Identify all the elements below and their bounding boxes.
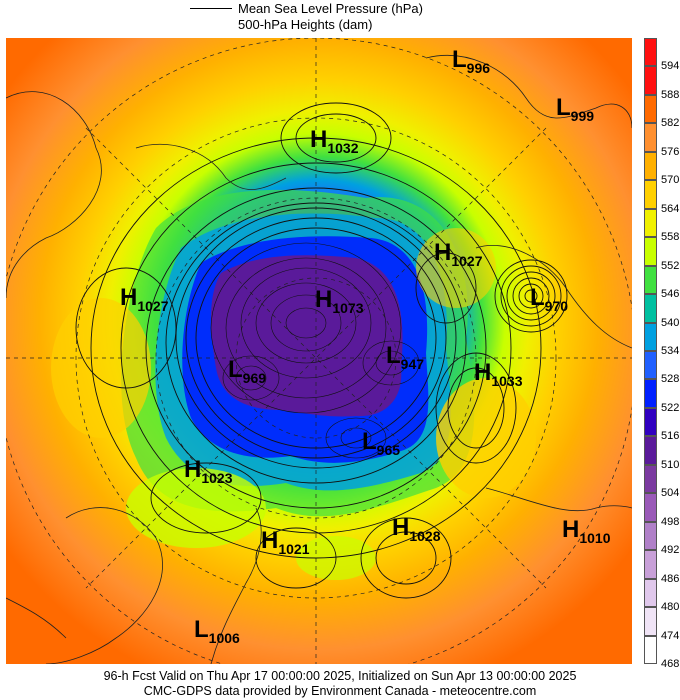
height-patch	[51, 298, 151, 438]
colorbar-swatch	[644, 550, 657, 579]
pressure-center-high: H1027	[120, 284, 169, 315]
pressure-center-high: H1021	[261, 527, 310, 558]
pressure-center-low: L1006	[194, 616, 240, 647]
colorbar-swatch	[644, 464, 657, 494]
legend-heights-label: 500-hPa Heights (dam)	[238, 16, 373, 32]
colorbar-swatch	[644, 38, 657, 67]
colorbar-swatch	[644, 635, 657, 664]
colorbar-swatch	[644, 351, 657, 380]
colorbar-swatch	[644, 151, 657, 181]
colorbar-swatch	[644, 180, 657, 209]
colorbar-tick-label: 582	[661, 117, 680, 130]
colorbar-tick-label: 594	[661, 60, 680, 73]
pressure-center-high: H1027	[434, 239, 483, 270]
colorbar-tick-label: 534	[661, 345, 680, 357]
colorbar-swatch	[644, 407, 657, 437]
colorbar-tick-label: 564	[661, 202, 680, 215]
height-patch	[126, 468, 266, 548]
colorbar-tick-label: 540	[661, 316, 680, 329]
weather-map: L996 L999 H1032 H1027 L970 H1027 H1073 L…	[6, 38, 632, 664]
colorbar-swatch	[644, 208, 657, 238]
legend-row-mslp: Mean Sea Level Pressure (hPa)	[190, 0, 423, 16]
central-contours	[210, 242, 420, 459]
colorbar-tick-label: 516	[661, 430, 680, 443]
pressure-center-high: H1010	[562, 516, 611, 547]
colorbar-tick-label: 588	[661, 88, 680, 101]
legend-row-heights: 500-hPa Heights (dam)	[238, 16, 373, 32]
pressure-center-high: H1032	[310, 126, 359, 157]
colorbar-swatch	[644, 294, 657, 323]
pressure-center-high: H1073	[315, 286, 364, 317]
colorbar-tick-label: 552	[661, 259, 680, 272]
colorbar-tick-label: 510	[661, 458, 680, 471]
pressure-center-low: L969	[228, 356, 267, 387]
colorbar-tick-label: 480	[661, 601, 680, 614]
colorbar-swatch	[644, 123, 657, 152]
colorbar-tick-label: 546	[661, 288, 680, 301]
colorbar-swatch	[644, 607, 657, 636]
colorbar-swatch	[644, 94, 657, 124]
legend-mslp-label: Mean Sea Level Pressure (hPa)	[238, 0, 423, 16]
colorbar-swatch	[644, 265, 657, 295]
map-legend: Mean Sea Level Pressure (hPa) 500-hPa He…	[190, 0, 490, 34]
pressure-center-high: H1028	[392, 514, 441, 545]
colorbar-tick-label: 504	[661, 487, 680, 500]
colorbar-swatch	[644, 66, 657, 95]
low-970-contours	[494, 259, 568, 333]
colorbar-tick-label: 486	[661, 572, 680, 585]
map-footer: 96-h Fcst Valid on Thu Apr 17 00:00:00 2…	[0, 669, 680, 699]
colorbar-swatch	[644, 379, 657, 408]
colorbar-swatch	[644, 436, 657, 465]
pressure-center-low: L999	[556, 94, 595, 125]
colorbar-swatch	[644, 322, 657, 351]
colorbar-tick-label: 498	[661, 515, 680, 528]
colorbar-tick-label: 528	[661, 373, 680, 386]
colorbar-tick-label: 474	[661, 629, 680, 642]
isobars	[75, 102, 542, 599]
contour-line-swatch	[190, 7, 232, 9]
map-canvas	[6, 38, 632, 664]
pressure-center-low: L970	[530, 284, 569, 315]
colorbar-swatch	[644, 493, 657, 522]
colorbar-swatch	[644, 237, 657, 266]
forecast-validity-text: 96-h Fcst Valid on Thu Apr 17 00:00:00 2…	[103, 669, 577, 683]
height-contour-purple	[211, 255, 403, 417]
data-credit-text: CMC-GDPS data provided by Environment Ca…	[143, 684, 537, 698]
colorbar-tick-label: 522	[661, 401, 680, 414]
colorbar-tick-label: 576	[661, 145, 680, 158]
colorbar-swatch	[644, 521, 657, 551]
pressure-center-low: L947	[386, 342, 425, 373]
colorbar-swatch	[644, 578, 657, 608]
latitude-circles	[6, 38, 632, 664]
pressure-center-low: L965	[362, 428, 401, 459]
pressure-center-low: L996	[452, 46, 491, 77]
pressure-center-high: H1023	[184, 456, 233, 487]
coastlines	[6, 55, 632, 664]
height-colorbar: 594 588 582 576 570 564 558 552 546 540 534 528 522 5…	[644, 38, 680, 670]
pressure-center-high: H1033	[474, 359, 523, 390]
colorbar-tick-label: 492	[661, 544, 680, 557]
colorbar-tick-label: 468	[661, 658, 680, 670]
colorbar-tick-label: 570	[661, 174, 680, 187]
colorbar-tick-label: 558	[661, 231, 680, 244]
